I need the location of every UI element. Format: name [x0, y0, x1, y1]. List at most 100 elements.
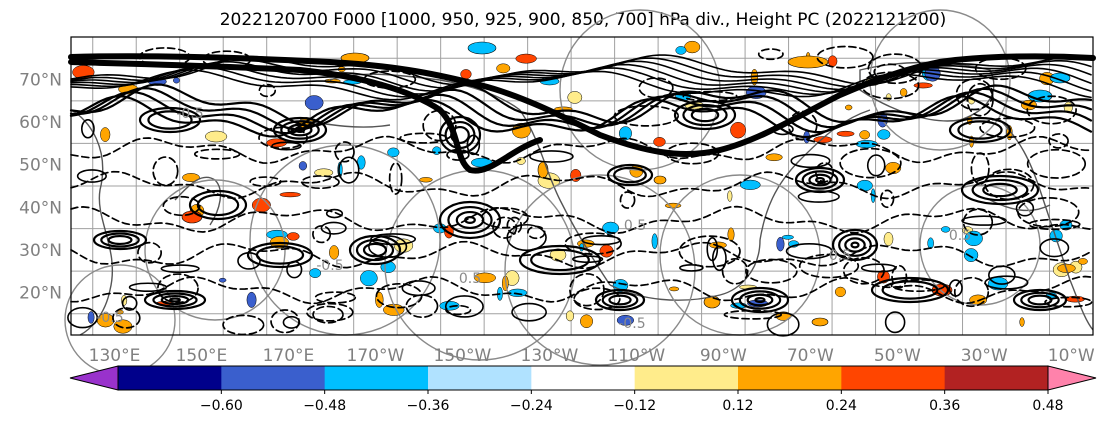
- divergence-patch: [287, 232, 300, 241]
- divergence-patch: [781, 234, 794, 240]
- height-contour-positive: [984, 275, 1029, 290]
- height-contour-positive: [160, 264, 200, 274]
- divergence-patch: [964, 230, 983, 247]
- divergence-patch: [651, 233, 658, 250]
- contour-label: 0.5: [459, 271, 481, 287]
- divergence-patch: [616, 314, 634, 326]
- height-contour-positive: [466, 134, 481, 156]
- height-contour-cell: [682, 103, 728, 127]
- divergence-patch: [567, 91, 583, 104]
- height-contour-negative: [312, 305, 344, 324]
- height-contour-cell: [455, 210, 485, 230]
- height-contour-cell: [801, 170, 839, 190]
- divergence-patch: [419, 177, 433, 183]
- divergence-patch: [787, 55, 829, 69]
- divergence-patch: [765, 153, 783, 162]
- height-contour-cell: [1012, 288, 1068, 312]
- height-contour-cell: [143, 289, 207, 311]
- divergence-patch: [885, 162, 902, 175]
- height-contour-negative: [891, 264, 908, 289]
- divergence-patch: [940, 226, 951, 233]
- height-contour-negative: [723, 309, 783, 320]
- colorbar-tick-label: −0.12: [613, 398, 656, 414]
- height-contour-positive: [237, 251, 261, 270]
- height-contour-positive: [884, 311, 906, 334]
- height-contour-cell: [608, 294, 632, 306]
- divergence-patch: [279, 192, 301, 198]
- height-contour-negative: [682, 90, 738, 102]
- divergence-patch: [836, 130, 855, 137]
- contour-label: -0.5: [96, 310, 123, 326]
- height-contour-cell: [738, 290, 782, 310]
- coastline: [329, 73, 521, 111]
- height-contour-cell: [957, 120, 1003, 140]
- height-contour-negative: [405, 294, 439, 319]
- height-contour-negative: [1028, 218, 1081, 231]
- divergence-patch: [845, 104, 853, 111]
- colorbar: −0.60 −0.48 −0.36 −0.24 −0.12 0.12 0.24 0.36 0.4…: [69, 365, 1097, 414]
- colorbar-extend-low: [69, 365, 119, 391]
- divergence-patch: [304, 95, 324, 111]
- contour-label: -0.5: [618, 316, 645, 332]
- height-contour-negative: [137, 241, 163, 264]
- height-contour-cell: [152, 292, 198, 308]
- height-contour-cell: [169, 297, 181, 303]
- height-contour-positive: [860, 263, 897, 273]
- latitude-tick-label: 70°N: [19, 71, 62, 91]
- divergence-patch: [432, 146, 442, 155]
- contour-label: 0.5: [624, 218, 646, 234]
- divergence-patch: [675, 46, 687, 55]
- height-contour-cell: [838, 233, 872, 257]
- height-contour-negative: [721, 257, 749, 285]
- coastline: [70, 109, 114, 336]
- colorbar-swatches: [69, 365, 1097, 391]
- divergence-patch: [618, 126, 632, 141]
- colorbar-tick-label: 0.12: [722, 398, 753, 414]
- colorbar-swatch: [118, 366, 222, 390]
- height-contour-negative: [665, 142, 720, 165]
- latitude-tick-label: 50°N: [19, 156, 62, 176]
- height-contour-positive: [401, 280, 436, 297]
- height-contour-negative: [984, 168, 1035, 201]
- height-contour-negative: [157, 273, 199, 304]
- height-contour-positive: [785, 242, 833, 260]
- height-contour-cell: [815, 176, 825, 184]
- latitude-tick-label: 20°N: [19, 283, 62, 303]
- colorbar-tick-label: −0.36: [407, 398, 450, 414]
- divergence-patch: [360, 270, 378, 287]
- height-contour-negative: [974, 56, 1027, 81]
- figure-title: 2022120700 F000 [1000, 950, 925, 900, 85…: [220, 10, 947, 30]
- coastline: [609, 239, 761, 301]
- colorbar-swatch: [324, 366, 429, 390]
- pc-ring: [504, 174, 696, 366]
- height-contour-positive: [961, 215, 1007, 226]
- colorbar-swatch: [944, 366, 1049, 390]
- longitude-tick-label: 30°W: [961, 346, 1008, 366]
- divergence-patch: [329, 245, 340, 260]
- colorbar-swatch: [428, 366, 532, 390]
- divergence-patch: [1019, 317, 1025, 327]
- height-contour-negative: [70, 275, 1092, 305]
- height-contour-cell: [690, 107, 720, 123]
- colorbar-outline: [117, 365, 1049, 391]
- height-contour-negative: [966, 82, 994, 117]
- colorbar-tick-label: −0.48: [303, 398, 346, 414]
- height-contour-negative: [70, 240, 1092, 270]
- height-contour-negative: [1026, 148, 1087, 179]
- divergence-patch: [205, 130, 228, 143]
- colorbar-swatch: [841, 366, 946, 390]
- height-contour-negative: [1026, 95, 1077, 125]
- height-contour-positive: [771, 123, 794, 136]
- height-contour-cell: [844, 237, 866, 253]
- height-contour-cell: [294, 126, 306, 134]
- height-contour-negative: [613, 105, 680, 127]
- divergence-patch: [182, 173, 200, 182]
- height-contour-cell: [730, 286, 790, 314]
- divergence-patch: [565, 310, 575, 322]
- height-contour-negative: [1048, 133, 1069, 149]
- longitude-tick-label: 70°W: [787, 346, 834, 366]
- height-contour-cell: [601, 291, 639, 309]
- height-contour-negative: [638, 77, 674, 99]
- height-contour-cell: [530, 248, 590, 272]
- divergence-patch: [684, 40, 701, 54]
